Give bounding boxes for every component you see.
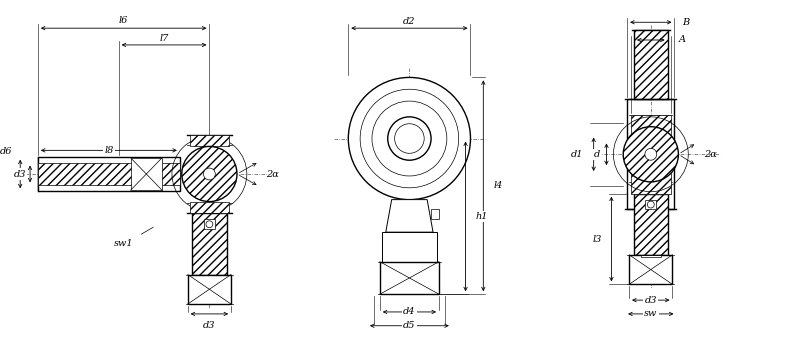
Bar <box>190 135 229 147</box>
Text: l3: l3 <box>592 235 602 244</box>
Text: d3: d3 <box>645 295 657 304</box>
Bar <box>204 219 215 229</box>
Text: l6: l6 <box>119 16 128 25</box>
Text: sw1: sw1 <box>114 239 134 248</box>
Circle shape <box>372 101 447 176</box>
Text: l7: l7 <box>159 33 169 42</box>
Circle shape <box>203 168 215 180</box>
Text: d1: d1 <box>571 150 584 159</box>
Text: h1: h1 <box>475 212 488 221</box>
Circle shape <box>394 124 424 153</box>
Bar <box>646 200 656 209</box>
Text: 2α: 2α <box>704 150 717 159</box>
Text: sw: sw <box>644 309 658 318</box>
Bar <box>188 275 231 304</box>
Circle shape <box>206 221 213 228</box>
Bar <box>192 213 226 275</box>
Circle shape <box>360 89 458 188</box>
Text: d2: d2 <box>403 17 416 26</box>
Text: 2α: 2α <box>266 169 279 179</box>
Text: d4: d4 <box>403 307 416 316</box>
Bar <box>641 255 661 257</box>
Text: d6: d6 <box>0 147 12 156</box>
Bar <box>380 262 439 294</box>
Text: d5: d5 <box>403 321 416 330</box>
Bar <box>382 232 437 262</box>
Bar <box>634 194 668 255</box>
Text: d: d <box>594 150 601 159</box>
Circle shape <box>645 148 657 160</box>
Text: B: B <box>682 18 690 27</box>
Circle shape <box>647 201 654 208</box>
Bar <box>190 201 229 213</box>
Bar <box>38 163 180 185</box>
Circle shape <box>348 78 470 200</box>
Bar <box>627 99 674 209</box>
Text: A: A <box>678 35 686 45</box>
Polygon shape <box>386 200 433 232</box>
Text: d3: d3 <box>14 169 26 179</box>
Text: l8: l8 <box>104 146 114 155</box>
Bar <box>631 115 670 194</box>
Circle shape <box>388 117 431 160</box>
Bar <box>629 255 673 284</box>
Circle shape <box>182 147 237 201</box>
Bar <box>431 209 439 219</box>
Circle shape <box>623 127 678 182</box>
Bar <box>634 30 668 99</box>
Bar <box>130 158 162 190</box>
Bar <box>38 157 180 191</box>
Text: l4: l4 <box>493 181 502 190</box>
Text: d3: d3 <box>203 321 216 330</box>
